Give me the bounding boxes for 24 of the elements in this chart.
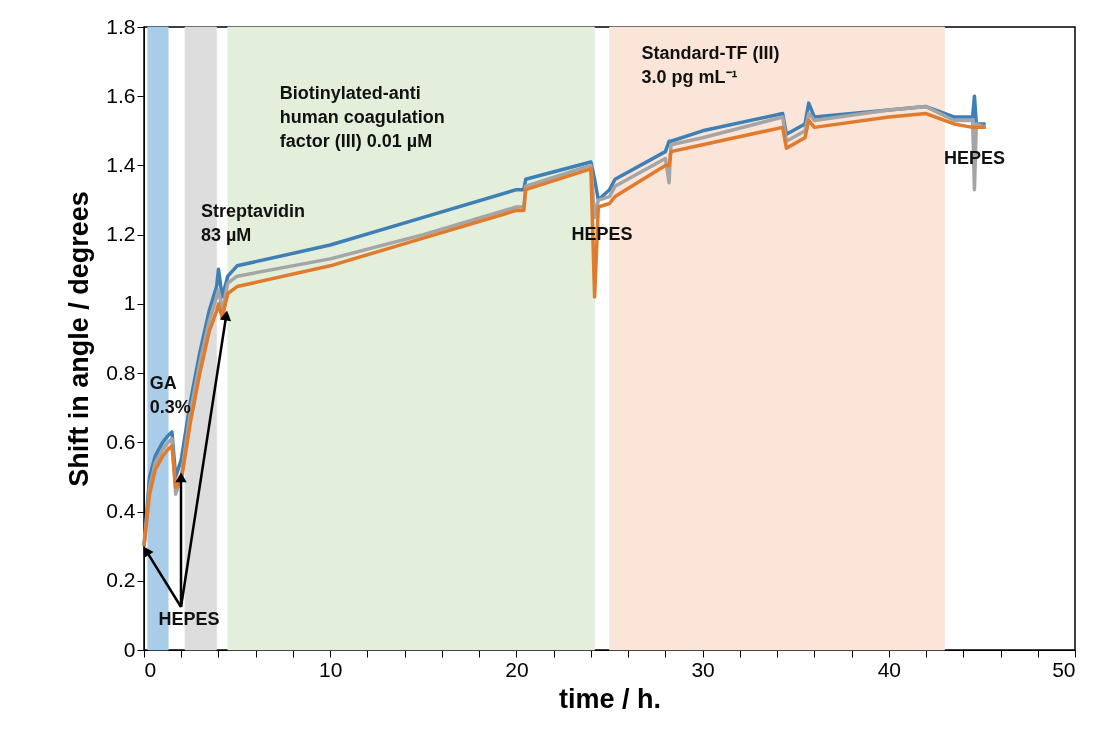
x-tick-label: 40 [877, 657, 901, 681]
y-tick-label: 1.6 [106, 83, 136, 107]
y-tick-label: 1.2 [106, 222, 136, 246]
y-axis-title: Shift in angle / degrees [64, 191, 95, 487]
annotation: HEPES [158, 609, 220, 629]
x-tick-label: 50 [1052, 657, 1076, 681]
y-tick-label: 0.6 [106, 429, 136, 453]
y-tick-label: 0.2 [106, 568, 136, 592]
y-tick-label: 0.4 [106, 499, 136, 523]
annotation: HEPES [943, 147, 1005, 168]
x-tick-label: 30 [691, 657, 715, 681]
x-tick-label: 10 [319, 657, 343, 681]
y-tick-label: 0.8 [106, 360, 136, 384]
x-tick-label: 0 [144, 657, 157, 681]
y-tick-label: 1 [123, 291, 136, 315]
band-label: Biotinylated-anti human coagulation factor (III) 0.01 µM [279, 83, 445, 151]
y-tick-label: 1.8 [106, 14, 136, 38]
y-tick-label: 0 [123, 637, 136, 661]
band-label: Standard-TF (III) 3.0 pg mL⁻¹ [641, 43, 780, 87]
band-label: GA 0.3% [149, 373, 191, 417]
x-axis-title: time / h. [558, 683, 662, 714]
y-tick-label: 1.4 [106, 152, 136, 176]
band-label: Streptavidin 83 µM [200, 201, 305, 245]
x-tick-label: 20 [505, 657, 529, 681]
